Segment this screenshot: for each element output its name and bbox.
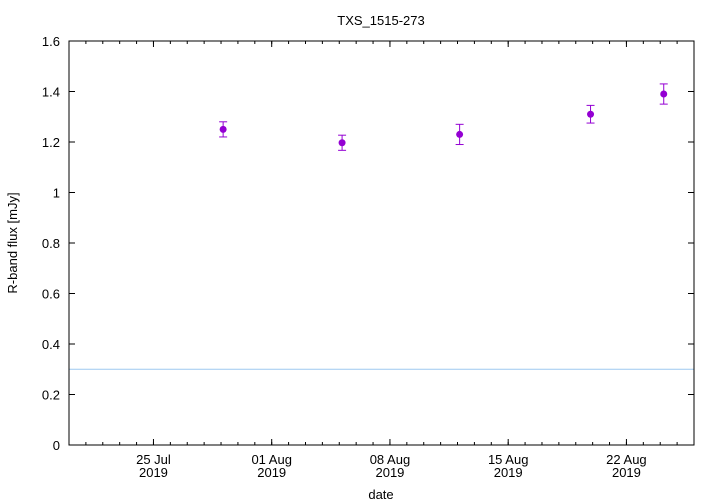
data-point	[660, 90, 668, 98]
y-tick-label: 1.2	[42, 135, 60, 150]
x-tick-label: 01 Aug	[251, 452, 292, 467]
data-point	[456, 130, 464, 138]
data-point	[338, 139, 346, 147]
y-tick-label: 1	[53, 186, 60, 201]
x-tick-label-year: 2019	[612, 465, 641, 480]
y-axis-label: R-band flux [mJy]	[5, 192, 20, 293]
x-tick-label-year: 2019	[494, 465, 523, 480]
y-tick-label: 0.2	[42, 388, 60, 403]
y-tick-label: 1.4	[42, 85, 60, 100]
y-tick-label: 0.8	[42, 236, 60, 251]
x-tick-label: 22 Aug	[606, 452, 647, 467]
x-tick-label: 15 Aug	[488, 452, 529, 467]
x-tick-label: 25 Jul	[136, 452, 171, 467]
x-axis-label: date	[368, 487, 393, 502]
plot-frame	[68, 40, 695, 446]
data-points	[219, 83, 668, 151]
data-point	[587, 110, 595, 118]
y-tick-label: 0.6	[42, 287, 60, 302]
chart-title: TXS_1515-273	[337, 13, 424, 28]
x-tick-label-year: 2019	[139, 465, 168, 480]
x-tick-label: 08 Aug	[370, 452, 411, 467]
y-tick-label: 0	[53, 438, 60, 453]
x-tick-label-year: 2019	[257, 465, 286, 480]
x-tick-label-year: 2019	[375, 465, 404, 480]
data-point	[219, 125, 227, 133]
y-tick-label: 1.6	[42, 34, 60, 49]
y-tick-label: 0.4	[42, 337, 60, 352]
